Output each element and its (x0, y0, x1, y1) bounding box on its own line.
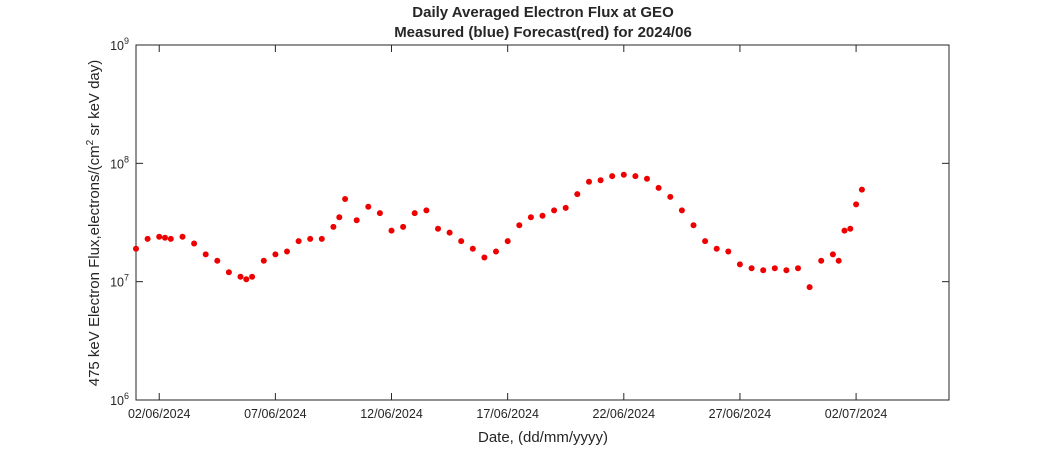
data-point (481, 254, 488, 261)
data-point (806, 284, 813, 291)
data-point (202, 251, 209, 258)
data-point (516, 222, 523, 229)
data-point (191, 240, 198, 247)
data-point (597, 177, 604, 184)
data-point (365, 203, 372, 210)
data-point (133, 245, 139, 252)
y-tick-exponent: 6 (124, 391, 129, 401)
data-point (272, 251, 279, 258)
data-points (133, 171, 865, 291)
data-point (771, 265, 778, 272)
data-point (835, 257, 842, 264)
data-point (249, 273, 256, 280)
data-point (179, 233, 186, 240)
data-point (423, 207, 430, 214)
data-point (702, 238, 709, 245)
data-point (162, 234, 168, 241)
x-tick-label: 02/07/2024 (825, 407, 888, 421)
data-point (330, 223, 337, 230)
y-tick-base: 10 (110, 39, 124, 53)
data-point (260, 257, 267, 264)
data-point (284, 248, 290, 255)
data-point (237, 273, 244, 280)
data-point (458, 238, 465, 245)
data-point (469, 245, 476, 252)
x-axis-ticks: 02/06/2024 07/06/2024 12/06/2024 17/06/2024… (128, 45, 887, 421)
data-point (400, 223, 407, 230)
data-point (435, 225, 441, 232)
y-tick-label: 109 (110, 36, 129, 53)
data-point (713, 245, 720, 252)
data-point (690, 222, 697, 229)
data-point (527, 214, 534, 221)
data-point (504, 238, 511, 245)
y-tick-label: 107 (110, 273, 129, 290)
data-point (858, 186, 865, 193)
x-tick-label: 12/06/2024 (360, 407, 423, 421)
y-tick-exponent: 8 (124, 154, 129, 164)
y-tick-base: 10 (110, 394, 124, 408)
data-point (760, 267, 767, 274)
data-point (376, 210, 383, 217)
data-point (318, 235, 325, 242)
data-point (853, 201, 860, 208)
data-point (156, 233, 163, 240)
data-point (295, 238, 302, 245)
data-point (551, 207, 558, 214)
y-tick-base: 10 (110, 157, 124, 171)
data-point (748, 265, 755, 272)
data-point (144, 235, 151, 242)
data-point (225, 269, 232, 276)
data-point (411, 210, 418, 217)
data-point (214, 257, 221, 264)
data-point (539, 212, 546, 219)
data-point (632, 173, 639, 180)
x-tick-label: 17/06/2024 (476, 407, 539, 421)
y-tick-label: 108 (110, 154, 129, 171)
x-tick-label: 02/06/2024 (128, 407, 191, 421)
data-point (586, 178, 592, 185)
data-point (725, 248, 732, 255)
data-point (388, 227, 395, 234)
y-tick-base: 10 (110, 276, 124, 290)
data-point (609, 173, 616, 180)
data-point (847, 225, 854, 232)
data-point (336, 214, 343, 221)
y-tick-exponent: 9 (124, 36, 129, 46)
data-point (818, 257, 825, 264)
data-point (562, 204, 569, 211)
data-point (307, 235, 314, 242)
data-point (678, 207, 685, 214)
data-point (446, 229, 453, 236)
chart-title: Daily Averaged Electron Flux at GEO (412, 4, 674, 21)
x-axis-label: Date, (dd/mm/yyyy) (478, 429, 608, 446)
data-point (644, 175, 650, 182)
data-point (783, 267, 790, 274)
x-tick-label: 27/06/2024 (709, 407, 772, 421)
data-point (167, 235, 174, 242)
y-axis-label: 475 keV Electron Flux,electrons/(cm2 sr … (85, 60, 103, 387)
data-point (667, 193, 674, 200)
data-point (243, 276, 250, 283)
data-point (829, 251, 836, 258)
data-point (795, 265, 801, 272)
data-point (353, 217, 360, 224)
chart-subtitle: Measured (blue) Forecast(red) for 2024/0… (394, 24, 692, 41)
plot-area (135, 44, 950, 401)
y-tick-label: 106 (110, 391, 129, 408)
data-point (655, 184, 662, 191)
x-tick-label: 07/06/2024 (244, 407, 307, 421)
x-tick-label: 22/06/2024 (593, 407, 656, 421)
data-point (493, 248, 499, 255)
data-point (620, 171, 627, 178)
y-tick-exponent: 7 (124, 273, 129, 283)
data-point (342, 196, 349, 202)
data-point (574, 191, 581, 198)
data-point (736, 261, 743, 268)
data-point (841, 227, 848, 234)
